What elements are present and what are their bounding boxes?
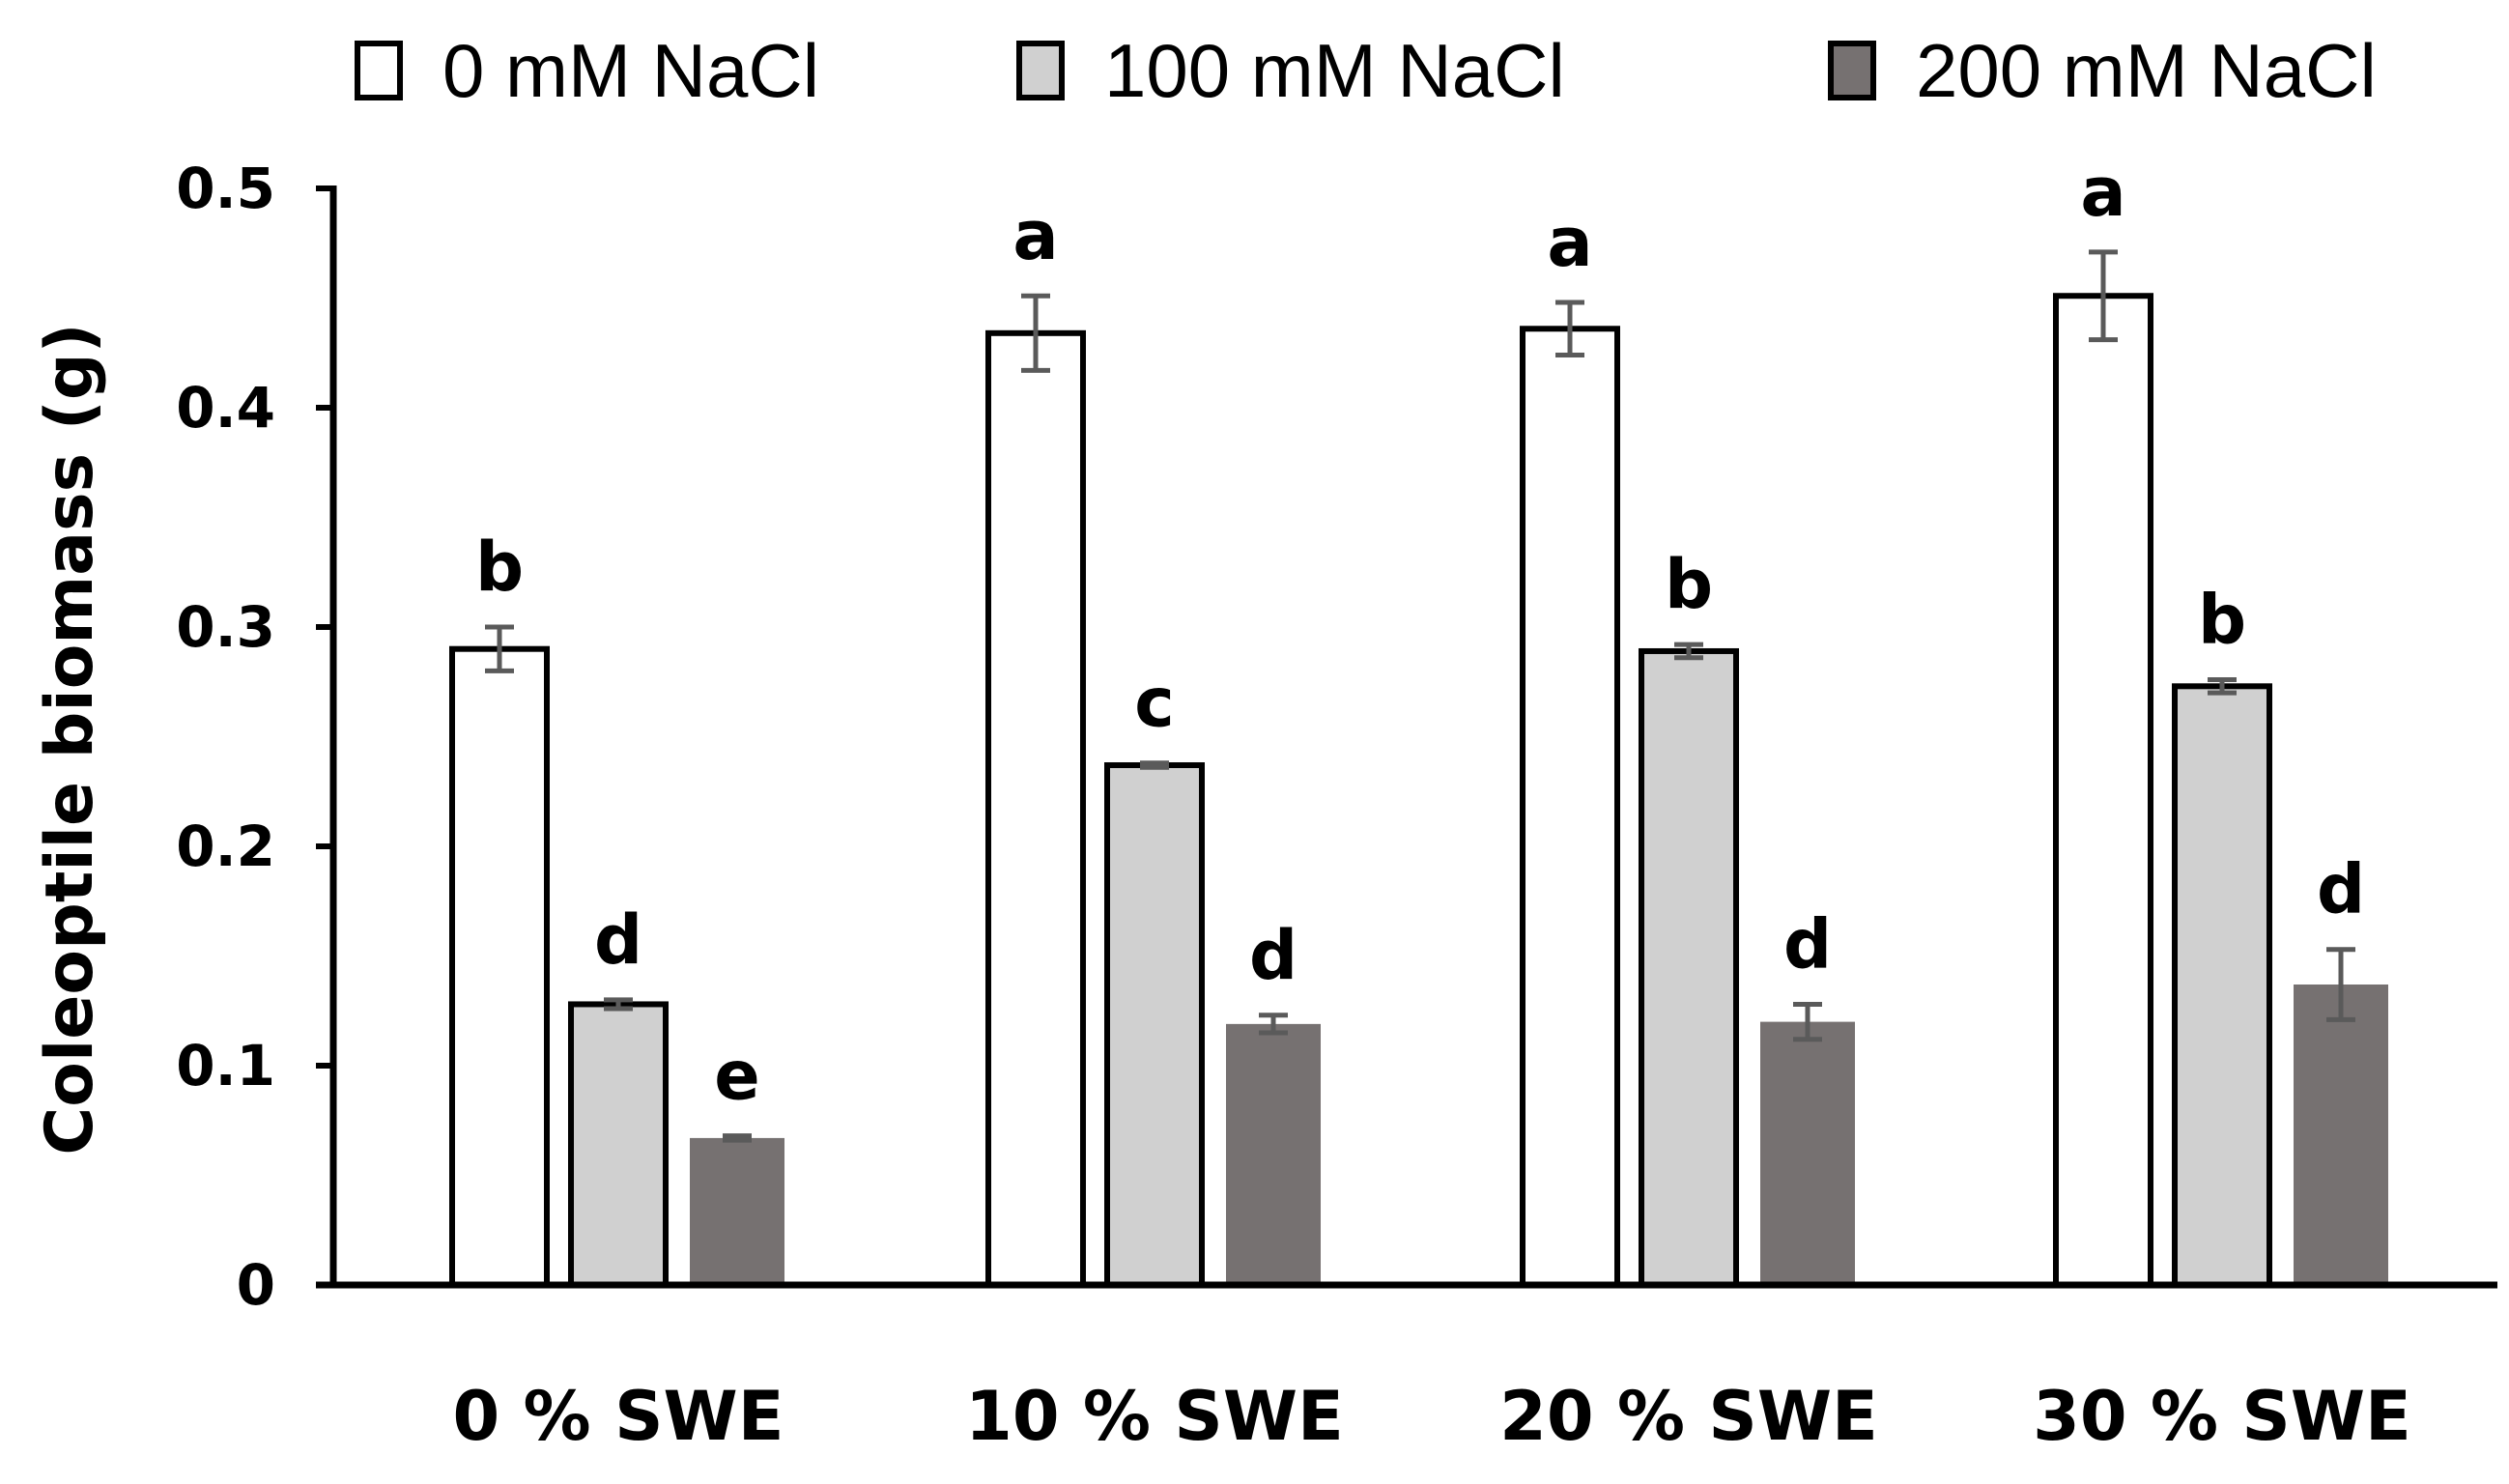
bar-3-2 <box>1226 1023 1321 1285</box>
y-tick-label: 0.3 <box>176 594 275 660</box>
y-tick-label: 0.2 <box>176 813 275 879</box>
legend-swatch-3 <box>1828 41 1876 100</box>
significance-letter: a <box>1012 196 1058 275</box>
y-tick-label: 0.1 <box>176 1033 275 1099</box>
bar-2-3 <box>1639 647 1739 1288</box>
legend-swatch-2 <box>1016 41 1065 100</box>
bar-1-4 <box>2053 293 2153 1289</box>
y-axis-label: Coleoptile biomass (g) <box>32 323 108 1155</box>
significance-letter: d <box>2317 850 2365 929</box>
y-tick-label: 0.5 <box>176 156 275 221</box>
significance-letter: e <box>714 1037 759 1116</box>
x-category-label: 30 % SWE <box>2033 1377 2411 1456</box>
bar-1-1 <box>449 645 550 1288</box>
significance-letter: d <box>594 900 642 980</box>
significance-letter: a <box>2080 153 2125 232</box>
x-axis-categories: 0 % SWE 10 % SWE 20 % SWE 30 % SWE <box>452 1377 2410 1456</box>
legend-label-2: 100 mM NaCl <box>1104 28 1565 113</box>
bar-3-4 <box>2294 985 2388 1285</box>
bar-3-1 <box>690 1137 784 1285</box>
significance-letter: b <box>2198 580 2246 659</box>
axes <box>316 186 2497 1289</box>
legend-label-3: 200 mM NaCl <box>1916 28 2377 113</box>
legend-label-1: 0 mM NaCl <box>442 28 819 113</box>
significance-letter: c <box>1134 664 1175 743</box>
bar-1-2 <box>985 329 1086 1288</box>
x-category-label: 0 % SWE <box>452 1377 784 1456</box>
x-category-label: 10 % SWE <box>965 1377 1344 1456</box>
error-bars <box>485 249 2355 1143</box>
legend: 0 mM NaCl 100 mM NaCl 200 mM NaCl <box>355 28 2377 113</box>
y-tick-label: 0 <box>237 1252 275 1318</box>
x-category-label: 20 % SWE <box>1499 1377 1878 1456</box>
bar-2-2 <box>1104 762 1205 1288</box>
significance-letter: d <box>1783 904 1832 984</box>
bar-2-4 <box>2172 683 2272 1288</box>
bar-1-3 <box>1520 326 1620 1288</box>
significance-letter: a <box>1547 203 1592 282</box>
significance-letter: b <box>1665 545 1713 624</box>
bar-2-1 <box>568 1001 669 1288</box>
y-axis-ticks: 0 0.1 0.2 0.3 0.4 0.5 <box>176 156 333 1318</box>
bar-3-3 <box>1760 1021 1855 1285</box>
legend-swatch-1 <box>355 41 403 100</box>
significance-letter: b <box>475 528 524 607</box>
y-tick-label: 0.4 <box>176 375 275 441</box>
significance-letter: d <box>1249 916 1297 995</box>
bars <box>449 293 2388 1289</box>
